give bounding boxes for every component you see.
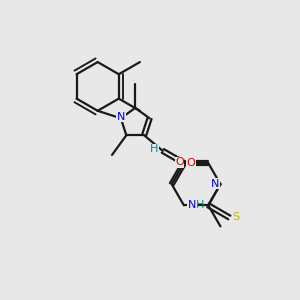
Text: N: N <box>117 112 125 122</box>
Text: S: S <box>232 212 239 223</box>
Text: O: O <box>187 158 196 168</box>
Text: N: N <box>188 200 196 210</box>
Text: N: N <box>211 178 219 189</box>
Text: H: H <box>150 144 159 154</box>
Text: O: O <box>175 158 184 167</box>
Text: H: H <box>196 200 204 210</box>
